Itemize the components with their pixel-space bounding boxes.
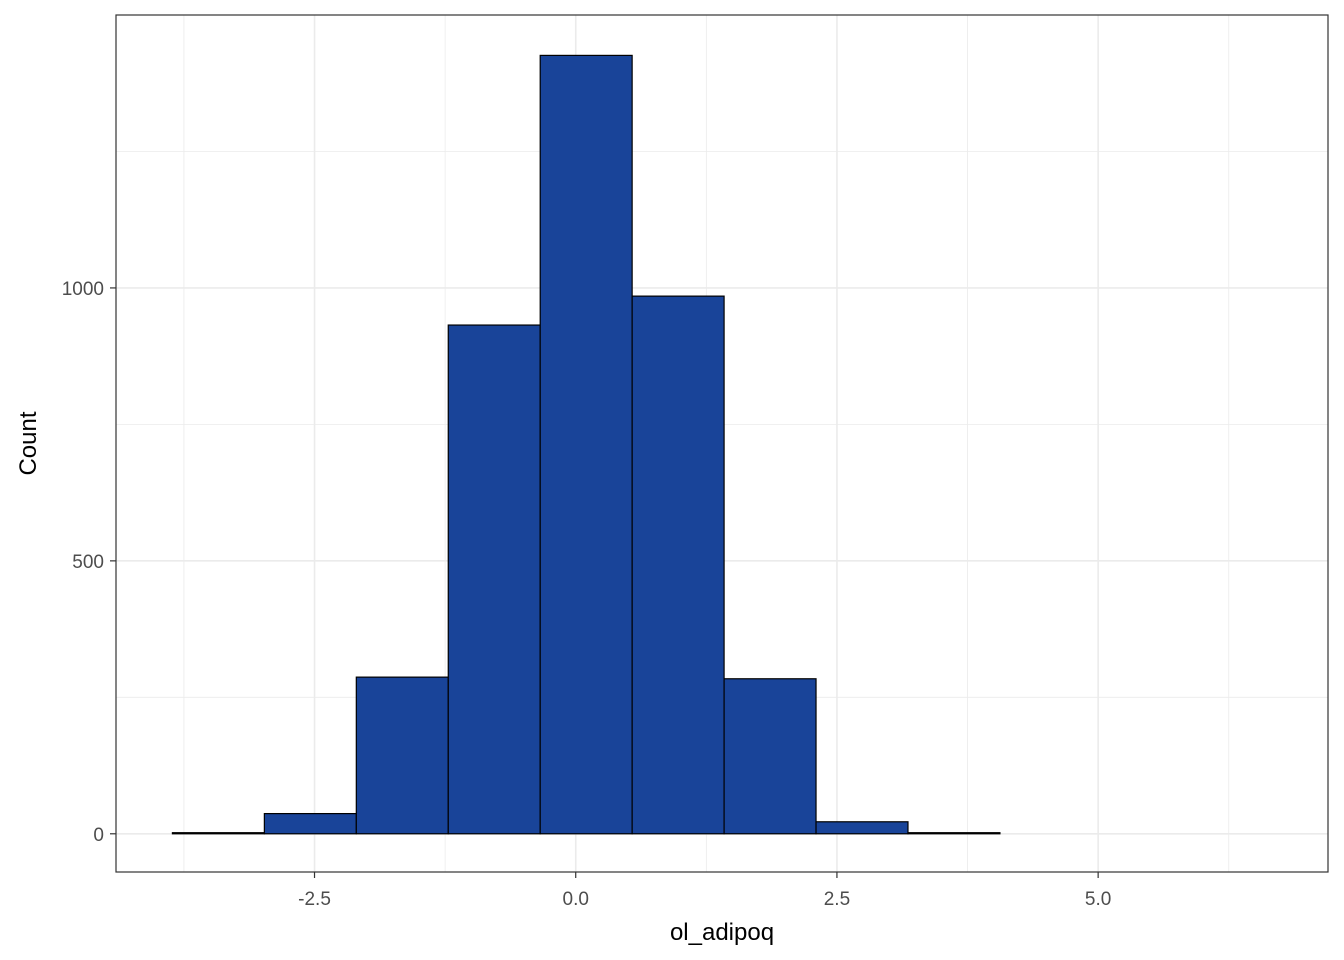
- y-axis-title: Count: [15, 411, 42, 475]
- y-tick-label: 0: [93, 825, 104, 846]
- x-tick-label: 2.5: [824, 889, 850, 910]
- histogram-bar: [171, 832, 265, 835]
- histogram-bar: [355, 676, 449, 835]
- panel-border: [115, 14, 1329, 873]
- histogram-bar: [631, 295, 725, 835]
- histogram-bar: [539, 54, 633, 835]
- y-axis: 0 500 1000: [62, 279, 116, 846]
- histogram-bar: [263, 812, 357, 835]
- x-tick-label: -2.5: [298, 889, 331, 910]
- x-tick-label: 0.0: [563, 889, 589, 910]
- y-tick-label: 1000: [62, 279, 104, 300]
- histogram-bar: [447, 324, 541, 835]
- histogram-bars: [171, 54, 1001, 835]
- histogram-bar: [815, 821, 909, 835]
- histogram-bar: [907, 832, 1001, 835]
- x-axis: -2.5 0.0 2.5 5.0: [298, 872, 1111, 910]
- x-tick-label: 5.0: [1085, 889, 1111, 910]
- y-tick-label: 500: [72, 552, 104, 573]
- x-axis-title: ol_adipoq: [670, 919, 774, 946]
- histogram-bar: [723, 678, 817, 835]
